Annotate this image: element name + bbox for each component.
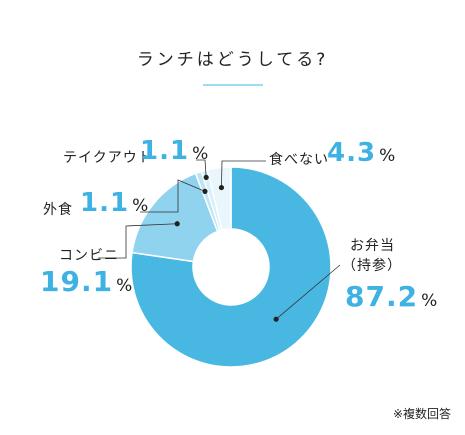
leader-line-3 [196,159,207,178]
leader-dot-3 [203,174,209,180]
value-eating-out: 1.1% [80,188,150,218]
leader-dot-1 [174,221,180,227]
value-obento: 87.2% [345,280,439,313]
slice-0 [130,166,332,368]
leader-line-1 [98,223,178,259]
leader-dot-2 [202,188,208,194]
title-underline [203,84,263,86]
label-eating-out: 外食 [43,202,73,218]
value-not-eating: 4.3% [327,138,397,168]
leader-dot-4 [218,184,225,191]
leader-line-2 [140,179,206,213]
leader-line-4 [221,160,266,188]
leader-dot-0 [273,316,279,322]
label-not-eating: 食べない [269,152,329,168]
footnote: ※複数回答 [392,407,451,421]
value-convenience: 19.1% [40,265,134,298]
label-convenience: コンビニ [59,248,119,264]
value-takeout: 1.1% [140,136,210,166]
chart-title: ランチはどうしてる? [136,50,329,70]
leader-line-0 [275,264,341,320]
label-obento: お弁当 [350,238,395,254]
label-obento-sub: （持参） [342,258,402,274]
slice-4 [206,166,232,231]
label-takeout: テイクアウト [63,150,153,166]
